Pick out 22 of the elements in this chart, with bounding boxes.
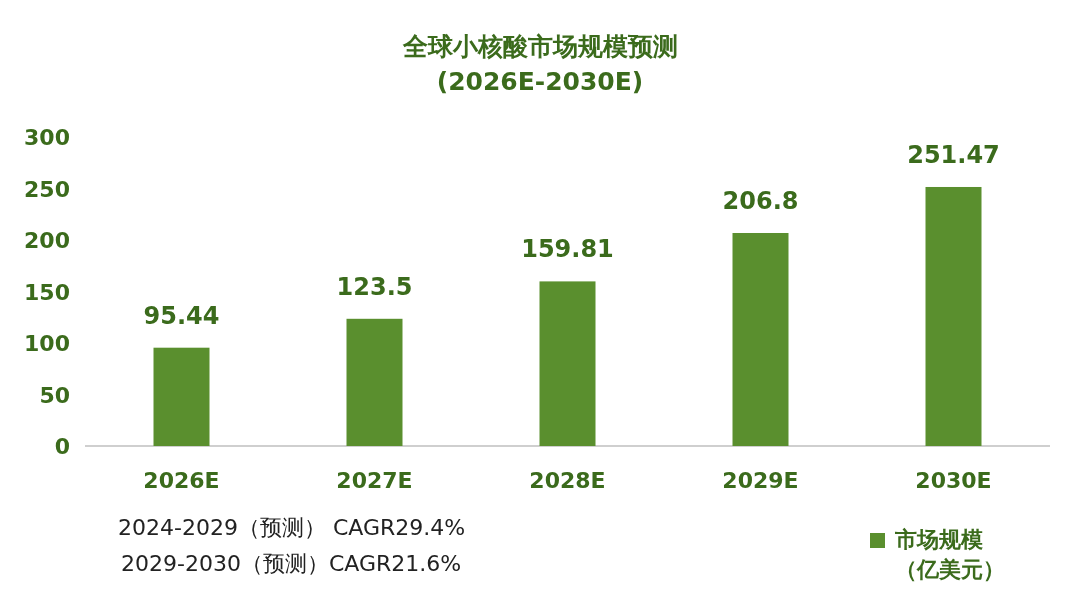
y-tick-label: 100 <box>24 331 70 356</box>
y-tick-label: 150 <box>24 279 70 305</box>
data-label: 251.47 <box>907 140 1000 169</box>
text: 2024-2029（预测） CAGR29.4% <box>118 515 466 540</box>
y-tick-label: 200 <box>24 228 70 253</box>
x-tick-label: 2028E <box>529 468 606 493</box>
x-tick-label: 2026E <box>143 468 220 493</box>
text: 2029-2030（预测）CAGR21.6% <box>121 551 462 576</box>
y-tick-label: 0 <box>54 434 70 459</box>
x-tick-label: 2027E <box>336 468 413 493</box>
x-tick-label: 2029E <box>722 468 799 493</box>
data-label: 123.5 <box>336 272 413 301</box>
data-label: 95.44 <box>143 301 220 330</box>
data-label: 206.8 <box>722 187 799 215</box>
title: 全球小核酸市场规模预测 <box>402 32 678 61</box>
y-tick-label: 300 <box>24 125 70 150</box>
y-tick-label: 50 <box>39 382 70 408</box>
subtitle: (2026E-2030E) <box>436 67 644 96</box>
x-tick-label: 2030E <box>915 468 992 493</box>
data-label: 159.81 <box>521 235 614 264</box>
y-tick-label: 250 <box>24 176 70 202</box>
legend-label: 市场规模（亿美元） <box>895 526 1006 584</box>
